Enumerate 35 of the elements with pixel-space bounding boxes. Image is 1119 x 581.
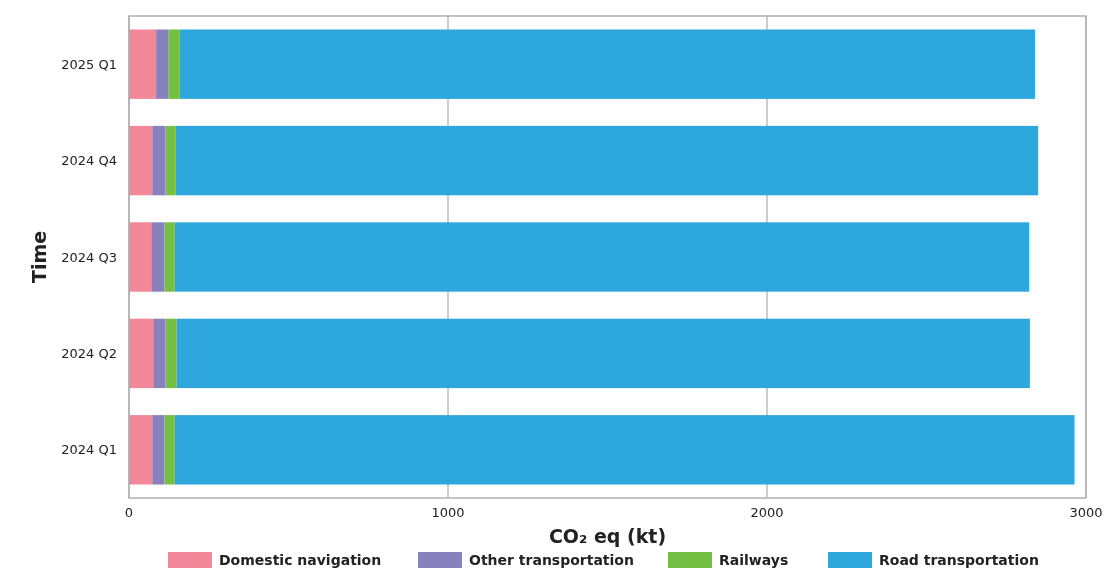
bar <box>168 29 180 99</box>
y-tick-label: 2024 Q3 <box>61 249 117 265</box>
bar <box>129 29 157 99</box>
bar <box>151 222 165 292</box>
bar <box>156 29 169 99</box>
bar <box>176 318 1030 389</box>
bar <box>129 318 154 389</box>
bar <box>129 125 153 196</box>
bar <box>165 125 176 196</box>
bar <box>165 318 177 389</box>
x-tick-label: 0 <box>124 505 134 520</box>
y-tick-label: 2024 Q1 <box>61 442 117 458</box>
x-axis-title: CO₂ eq (kt) <box>548 525 667 547</box>
bar <box>152 125 166 196</box>
y-tick-label: 2024 Q2 <box>61 345 117 361</box>
y-tick-label: 2025 Q1 <box>61 56 117 72</box>
bar <box>129 415 153 485</box>
bar <box>179 29 1035 99</box>
x-tick-label: 2000 <box>750 505 784 520</box>
bar <box>164 222 175 292</box>
x-tick-label: 3000 <box>1069 505 1103 520</box>
legend-label: Other transportation <box>469 552 634 568</box>
bar <box>129 222 152 292</box>
bar <box>153 318 166 389</box>
bar <box>174 415 1075 485</box>
legend-label: Railways <box>719 552 789 568</box>
x-tick-label: 1000 <box>431 505 465 520</box>
bar <box>164 415 175 485</box>
bar <box>175 125 1039 196</box>
bar <box>152 415 165 485</box>
bar <box>174 222 1030 292</box>
y-tick-label: 2024 Q4 <box>61 153 117 169</box>
legend-label: Domestic navigation <box>219 552 382 568</box>
y-axis-title: Time <box>28 230 50 284</box>
legend-label: Road transportation <box>879 552 1039 568</box>
